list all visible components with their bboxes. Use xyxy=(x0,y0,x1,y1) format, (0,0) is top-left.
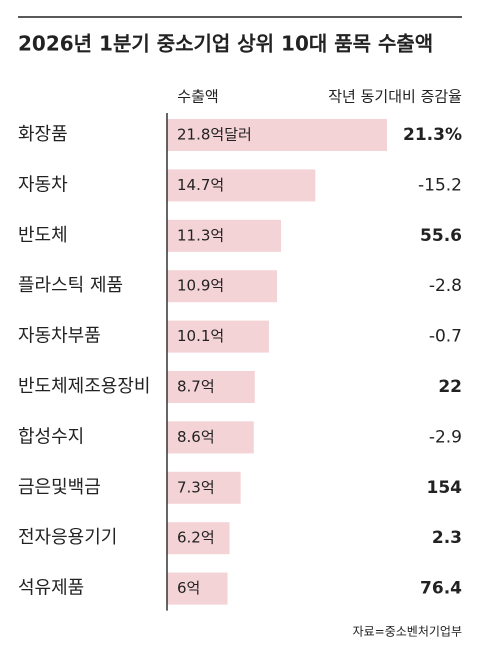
change-label: 22 xyxy=(438,377,462,397)
category-label: 화장품 xyxy=(18,124,68,145)
change-label: 154 xyxy=(427,478,463,498)
category-label: 반도체제조용장비 xyxy=(18,376,150,397)
category-label: 금은및백금 xyxy=(18,477,101,498)
value-label: 10.9억 xyxy=(177,277,224,295)
category-label: 전자응용기기 xyxy=(18,527,117,548)
bar xyxy=(167,169,316,202)
change-label: -2.8 xyxy=(429,276,462,296)
value-label: 6.2억 xyxy=(177,529,215,547)
category-label: 석유제품 xyxy=(18,578,84,599)
change-header: 작년 동기대비 증감율 xyxy=(328,88,462,106)
bar xyxy=(167,320,269,353)
bar xyxy=(167,371,255,403)
bar xyxy=(167,421,254,454)
value-label: 6억 xyxy=(177,579,200,597)
category-label: 반도체 xyxy=(18,225,68,246)
change-label: 55.6 xyxy=(420,226,462,246)
value-label: 21.8억달러 xyxy=(177,126,252,144)
change-label: -0.7 xyxy=(429,327,462,347)
bar xyxy=(167,119,387,151)
value-label: 14.7억 xyxy=(177,176,224,194)
bar xyxy=(167,572,228,605)
value-label: 8.6억 xyxy=(177,428,215,446)
bar xyxy=(167,522,230,555)
change-label: -2.9 xyxy=(429,427,462,447)
value-label: 10.1억 xyxy=(177,327,224,345)
change-label: 2.3 xyxy=(432,528,462,548)
value-label: 11.3억 xyxy=(177,226,224,244)
bar xyxy=(167,471,241,504)
bar xyxy=(167,219,282,252)
category-label: 자동차 xyxy=(18,174,68,195)
value-label: 8.7억 xyxy=(177,378,215,396)
change-label: -15.2 xyxy=(418,175,462,195)
category-label: 자동차부품 xyxy=(18,326,101,347)
value-header: 수출액 xyxy=(177,88,218,106)
bar xyxy=(167,270,277,303)
change-label: 76.4 xyxy=(420,579,462,599)
category-label: 합성수지 xyxy=(18,426,84,447)
category-label: 플라스틱 제품 xyxy=(18,275,123,296)
source: 자료=중소벤처기업부 xyxy=(353,625,462,639)
chart-title: 2026년 1분기 중소기업 상위 10대 품목 수출액 xyxy=(18,32,433,56)
value-label: 7.3억 xyxy=(177,478,215,496)
change-label: 21.3% xyxy=(403,125,462,145)
